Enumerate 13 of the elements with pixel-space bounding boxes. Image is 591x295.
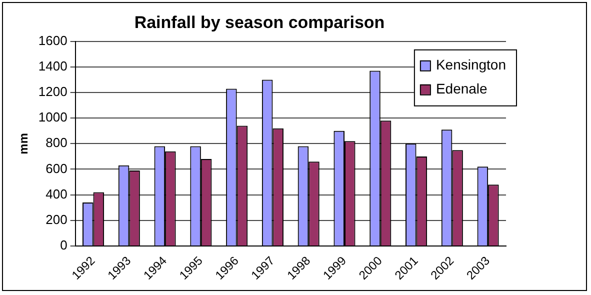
y-tick-label: 1400 [38,58,68,74]
y-tick-label: 0 [60,238,68,253]
chart-title: Rainfall by season comparison [134,12,385,32]
legend-label: Kensington [436,56,506,72]
y-tick-label: 600 [46,160,68,176]
y-axis-title: mm [16,133,31,154]
y-tick-label: 1600 [38,32,68,48]
legend-label: Edenale [436,80,488,96]
y-tick-label: 200 [46,212,68,227]
y-tick-label: 1000 [38,110,68,125]
y-tick-label: 400 [46,186,68,202]
y-tick-label: 800 [46,135,68,150]
y-tick-label: 1200 [38,84,68,100]
